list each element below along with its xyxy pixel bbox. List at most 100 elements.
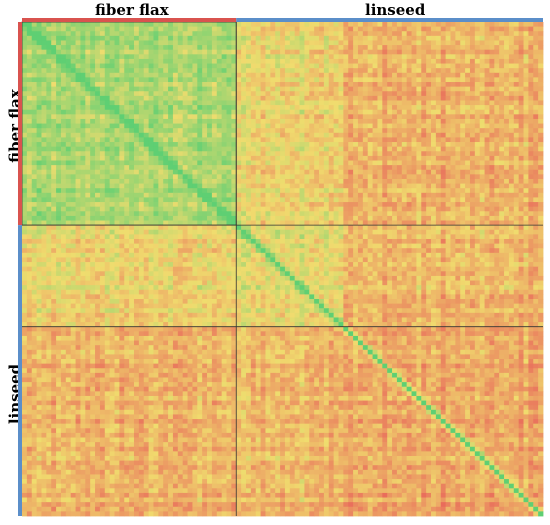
heatmap-cell [299,109,305,115]
heatmap-cell [284,31,291,37]
heatmap-cell [309,95,315,101]
heatmap-cell [280,183,286,189]
heatmap-cell [216,91,223,97]
heatmap-cell [314,160,320,166]
heatmap-cell [95,137,101,143]
heatmap-cell [26,165,33,171]
heatmap-cell [168,100,174,106]
heatmap-cell [124,40,130,46]
heatmap-cell [309,234,315,240]
heatmap-cell [22,215,28,221]
heatmap-cell [372,220,378,226]
heatmap-cell [357,128,364,134]
heatmap-cell [406,45,412,51]
heatmap-cell [338,26,344,32]
heatmap-cell [465,77,471,83]
heatmap-cell [460,95,466,101]
heatmap-cell [460,211,466,217]
heatmap-cell [90,188,96,194]
heatmap-cell [362,215,369,221]
heatmap-cell [46,188,52,194]
heatmap-cell [518,40,524,46]
heatmap-cell [80,220,86,226]
heatmap-cell [343,63,349,69]
heatmap-cell [41,202,47,208]
heatmap-cell [275,137,281,143]
heatmap-cell [245,151,252,157]
heatmap-cell [22,178,28,184]
heatmap-cell [469,45,476,51]
heatmap-cell [109,165,115,171]
heatmap-cell [241,26,247,32]
heatmap-cell [348,68,354,74]
heatmap-cell [56,234,62,240]
heatmap-cell [426,114,432,120]
heatmap-cell [211,114,218,120]
heatmap-cell [465,72,471,78]
heatmap-cell [343,206,349,212]
heatmap-cell [109,178,115,184]
heatmap-cell [357,220,364,226]
heatmap-cell [158,211,164,217]
heatmap-cell [392,123,398,129]
heatmap-cell [236,77,242,83]
heatmap-cell [489,54,495,60]
heatmap-cell [124,225,130,231]
heatmap-cell [158,178,164,184]
heatmap-cell [431,192,437,198]
heatmap-cell [538,26,544,32]
heatmap-cell [36,63,42,69]
heatmap-cell [80,105,86,111]
heatmap-cell [499,68,505,74]
heatmap-cell [143,63,149,69]
heatmap-cell [26,82,33,88]
heatmap-cell [138,49,145,55]
heatmap-cell [523,123,529,129]
heatmap-cell [435,174,442,180]
heatmap-cell [416,202,422,208]
heatmap-cell [75,192,81,198]
heatmap-cell [455,45,461,51]
heatmap-cell [309,100,315,106]
heatmap-cell [192,206,198,212]
heatmap-cell [523,229,529,235]
heatmap-cell [294,220,300,226]
heatmap-cell [36,234,42,240]
heatmap-cell [348,82,354,88]
heatmap-cell [377,178,383,184]
heatmap-cell [367,188,373,194]
heatmap-cell [479,155,485,161]
heatmap-cell [153,45,159,51]
heatmap-cell [445,142,451,148]
heatmap-cell [109,40,115,46]
heatmap-cell [450,192,456,198]
heatmap-cell [148,72,154,78]
heatmap-cell [396,197,403,203]
heatmap-cell [538,77,544,83]
heatmap-cell [85,77,91,83]
heatmap-cell [99,123,106,129]
heatmap-cell [304,197,310,203]
heatmap-cell [479,165,485,171]
heatmap-cell [260,22,266,28]
heatmap-cell [416,63,422,69]
heatmap-cell [65,146,72,152]
heatmap-cell [343,105,349,111]
heatmap-cell [489,86,495,92]
heatmap-cell [489,202,495,208]
heatmap-cell [513,95,520,101]
heatmap-cell [270,95,276,101]
heatmap-cell [484,174,490,180]
heatmap-cell [177,105,184,111]
heatmap-cell [99,165,106,171]
heatmap-cell [411,68,417,74]
heatmap-cell [119,225,125,231]
heatmap-cell [275,211,281,217]
heatmap-cell [241,86,247,92]
heatmap-cell [304,169,310,175]
heatmap-cell [523,58,529,64]
heatmap-cell [382,72,388,78]
heatmap-cell [411,95,417,101]
heatmap-cell [231,82,237,88]
heatmap-cell [504,82,510,88]
